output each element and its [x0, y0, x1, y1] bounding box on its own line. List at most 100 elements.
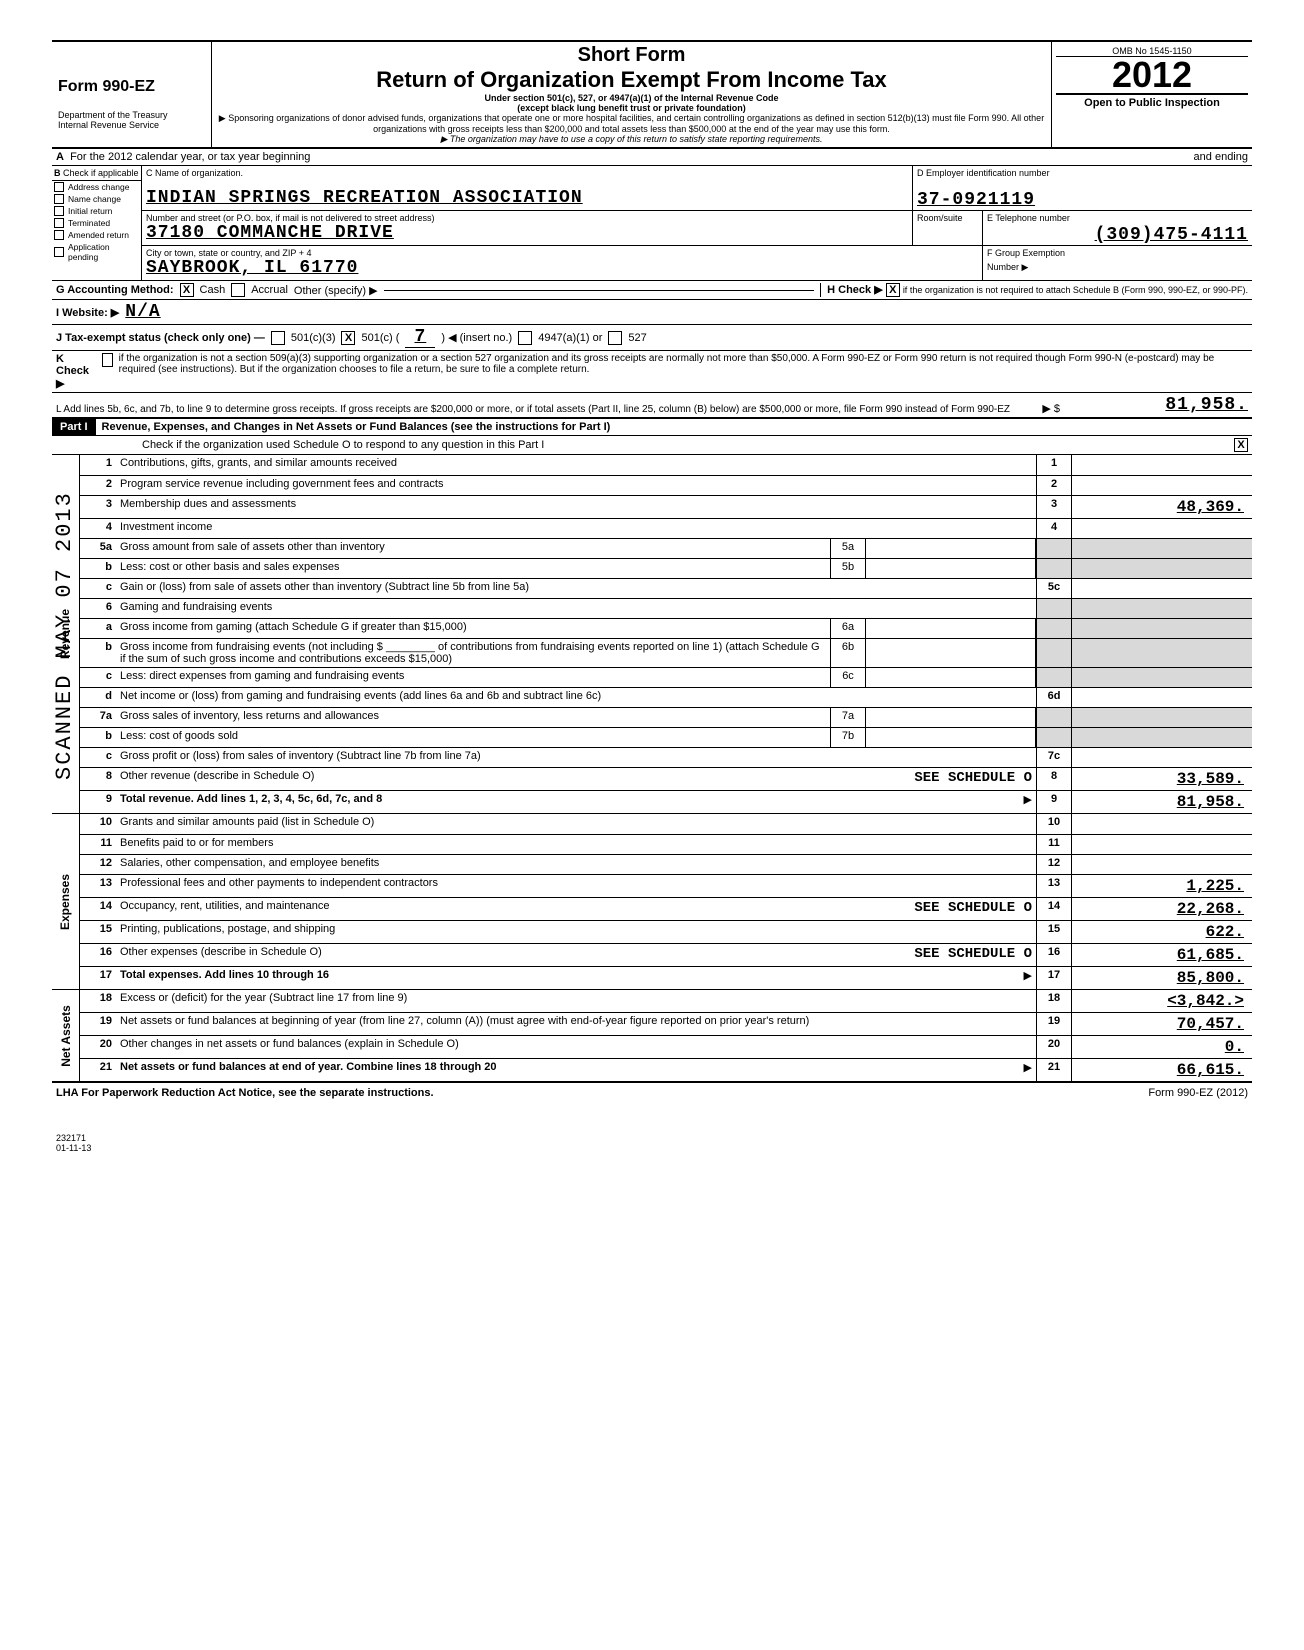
- other-label: Other (specify) ▶: [294, 284, 378, 297]
- chk-part1-o[interactable]: X: [1234, 438, 1248, 452]
- chk-527[interactable]: [608, 331, 622, 345]
- part1-title: Revenue, Expenses, and Changes in Net As…: [96, 419, 617, 435]
- chk-accrual[interactable]: [231, 283, 245, 297]
- j-501c: 501(c) (: [361, 332, 399, 344]
- line-17: 17Total expenses. Add lines 10 through 1…: [80, 966, 1252, 989]
- tax-year: 2012: [1056, 56, 1248, 94]
- part1-label: Part I: [52, 419, 96, 435]
- line-9: 9Total revenue. Add lines 1, 2, 3, 4, 5c…: [80, 790, 1252, 813]
- line-b: bLess: cost or other basis and sales exp…: [80, 558, 1252, 578]
- chk-app-pending[interactable]: Application pending: [52, 241, 141, 263]
- line-21: 21Net assets or fund balances at end of …: [80, 1058, 1252, 1081]
- j-num: 7: [405, 327, 435, 348]
- row-l: L Add lines 5b, 6c, and 7b, to line 9 to…: [52, 392, 1252, 417]
- line-b: bGross income from fundraising events (n…: [80, 638, 1252, 667]
- under-section: Under section 501(c), 527, or 4947(a)(1)…: [216, 93, 1047, 103]
- a-ending: and ending: [1194, 151, 1248, 163]
- chk-initial-return[interactable]: Initial return: [52, 205, 141, 217]
- chk-501c3[interactable]: [271, 331, 285, 345]
- l-text: L Add lines 5b, 6c, and 7b, to line 9 to…: [56, 404, 1034, 415]
- row-k: K Check ▶ if the organization is not a s…: [52, 350, 1252, 392]
- line-8: 8Other revenue (describe in Schedule O) …: [80, 767, 1252, 790]
- copy-text: ▶ The organization may have to use a cop…: [216, 134, 1047, 145]
- line-14: 14Occupancy, rent, utilities, and mainte…: [80, 897, 1252, 920]
- accrual-label: Accrual: [251, 284, 288, 296]
- k-label: K Check ▶: [56, 353, 96, 390]
- line-11: 11Benefits paid to or for members11: [80, 834, 1252, 854]
- chk-amended[interactable]: Amended return: [52, 229, 141, 241]
- chk-cash[interactable]: X: [180, 283, 194, 297]
- expenses-side-label: Expenses: [59, 873, 73, 929]
- d-label: D Employer identification number: [913, 166, 1252, 180]
- i-label: I Website: ▶: [56, 306, 119, 319]
- chk-address-change[interactable]: Address change: [52, 181, 141, 193]
- street: 37180 COMMANCHE DRIVE: [146, 223, 908, 243]
- short-form-title: Short Form: [216, 44, 1047, 67]
- chk-name-change[interactable]: Name change: [52, 193, 141, 205]
- open-public: Open to Public Inspection: [1056, 94, 1248, 111]
- line-12: 12Salaries, other compensation, and empl…: [80, 854, 1252, 874]
- h-text: if the organization is not required to a…: [903, 285, 1248, 295]
- j-4947: 4947(a)(1) or: [538, 332, 602, 344]
- row-gh: G Accounting Method: X Cash Accrual Other…: [52, 280, 1252, 299]
- netassets-block: Net Assets 18Excess or (deficit) for the…: [52, 989, 1252, 1081]
- line-13: 13Professional fees and other payments t…: [80, 874, 1252, 897]
- city-label: City or town, state or country, and ZIP …: [146, 248, 978, 258]
- line-b: bLess: cost of goods sold7b: [80, 727, 1252, 747]
- j-label: J Tax-exempt status (check only one) —: [56, 332, 265, 344]
- form-page: SCANNED MAY 07 2013 Form 990-EZ Departme…: [52, 40, 1252, 1157]
- a-label: A: [56, 151, 64, 163]
- line-1: 1Contributions, gifts, grants, and simil…: [80, 455, 1252, 475]
- chk-h[interactable]: X: [886, 283, 900, 297]
- form-label: Form 990-EZ: [58, 78, 205, 96]
- sponsor-text: ▶ Sponsoring organizations of donor advi…: [216, 113, 1047, 134]
- phone: (309)475-4111: [983, 225, 1252, 245]
- chk-4947[interactable]: [518, 331, 532, 345]
- website-val: N/A: [125, 302, 160, 322]
- line-3: 3Membership dues and assessments348,369.: [80, 495, 1252, 518]
- line-5a: 5aGross amount from sale of assets other…: [80, 538, 1252, 558]
- k-text: if the organization is not a section 509…: [119, 353, 1248, 375]
- line-10: 10Grants and similar amounts paid (list …: [80, 814, 1252, 834]
- row-a: A For the 2012 calendar year, or tax yea…: [52, 147, 1252, 165]
- cash-label: Cash: [200, 284, 226, 296]
- line-2: 2Program service revenue including gover…: [80, 475, 1252, 495]
- a-text: For the 2012 calendar year, or tax year …: [70, 151, 310, 163]
- l-arrow: ▶ $: [1042, 402, 1060, 415]
- b-label: B: [54, 168, 61, 178]
- f-number: Number ▶: [983, 260, 1252, 275]
- line-c: cGain or (loss) from sale of assets othe…: [80, 578, 1252, 598]
- line-c: cLess: direct expenses from gaming and f…: [80, 667, 1252, 687]
- expenses-block: Expenses 10Grants and similar amounts pa…: [52, 813, 1252, 989]
- line-a: aGross income from gaming (attach Schedu…: [80, 618, 1252, 638]
- footer-lha: LHA For Paperwork Reduction Act Notice, …: [56, 1087, 434, 1099]
- part1-check-text: Check if the organization used Schedule …: [142, 439, 1234, 451]
- c-label: C Name of organization.: [146, 168, 908, 178]
- l-amount: 81,958.: [1068, 395, 1248, 415]
- line-16: 16Other expenses (describe in Schedule O…: [80, 943, 1252, 966]
- part1-header: Part I Revenue, Expenses, and Changes in…: [52, 417, 1252, 435]
- section-bcdef: B Check if applicable Address change Nam…: [52, 165, 1252, 280]
- e-label: E Telephone number: [983, 211, 1252, 225]
- revenue-side-label: Revenue: [59, 609, 73, 659]
- revenue-block: Revenue 1Contributions, gifts, grants, a…: [52, 454, 1252, 813]
- city: SAYBROOK, IL 61770: [146, 258, 978, 278]
- g-label: G Accounting Method:: [56, 284, 174, 296]
- chk-501c[interactable]: X: [341, 331, 355, 345]
- line-19: 19Net assets or fund balances at beginni…: [80, 1012, 1252, 1035]
- j-501c3: 501(c)(3): [291, 332, 336, 344]
- line-4: 4Investment income4: [80, 518, 1252, 538]
- line-7a: 7aGross sales of inventory, less returns…: [80, 707, 1252, 727]
- footer: LHA For Paperwork Reduction Act Notice, …: [52, 1081, 1252, 1103]
- chk-k[interactable]: [102, 353, 113, 367]
- chk-terminated[interactable]: Terminated: [52, 217, 141, 229]
- netassets-side-label: Net Assets: [59, 1005, 73, 1067]
- line-d: dNet income or (loss) from gaming and fu…: [80, 687, 1252, 707]
- form-header: Form 990-EZ Department of the Treasury I…: [52, 40, 1252, 147]
- row-i: I Website: ▶ N/A: [52, 299, 1252, 324]
- b-check-if: Check if applicable: [63, 168, 139, 178]
- street-label: Number and street (or P.O. box, if mail …: [146, 213, 434, 223]
- line-6: 6Gaming and fundraising events: [80, 598, 1252, 618]
- ein: 37-0921119: [913, 190, 1252, 210]
- line-18: 18Excess or (deficit) for the year (Subt…: [80, 990, 1252, 1012]
